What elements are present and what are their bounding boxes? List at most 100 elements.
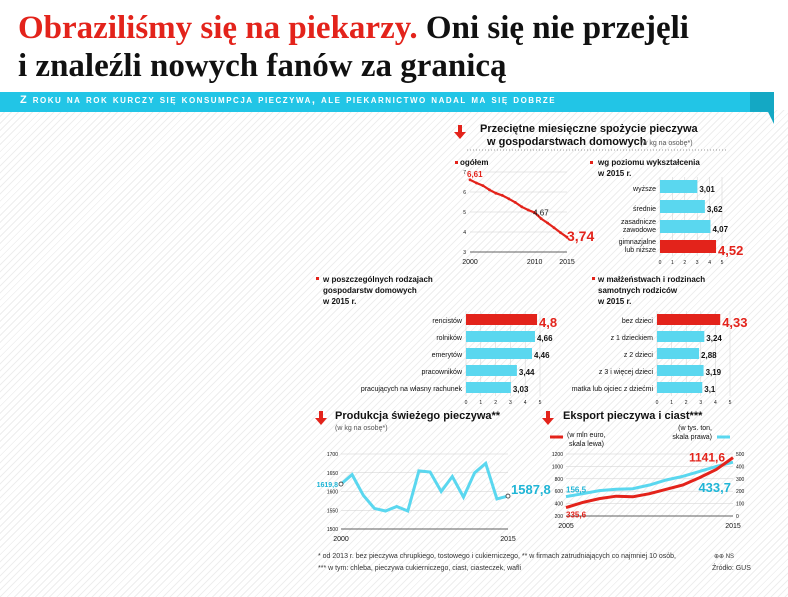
produkcja-xtick: 2015	[500, 536, 516, 543]
gospodarstwa-value: 4,46	[534, 351, 550, 360]
malzenstwa-tick: 2	[685, 400, 688, 406]
ogolem-point	[533, 211, 537, 215]
wyksztalcenie-tick: 0	[659, 260, 662, 266]
source: Źródło: GUS	[712, 565, 751, 572]
wyksztalcenie-tick: 3	[696, 260, 699, 266]
ogolem-point	[539, 217, 543, 221]
ogolem-ytick: 6	[463, 190, 466, 196]
ogolem-ytick: 4	[463, 230, 466, 236]
wyksztalcenie-tick: 1	[671, 260, 674, 266]
wyksztalcenie-category: zasadnicze	[621, 219, 656, 226]
gospodarstwa-tick: 1	[479, 400, 482, 406]
legend-label-cyan: skala prawa)	[672, 434, 712, 441]
legend-label-cyan: (w tys. ton,	[678, 425, 712, 432]
gospodarstwa-category: rolników	[436, 335, 463, 342]
produkcja-ytick: 1500	[327, 527, 338, 533]
ogolem-xtick: 2000	[462, 259, 478, 266]
malzenstwa-title: w małżeństwach i rodzinach	[597, 275, 705, 284]
eksport-red-end-label: 1141,6	[689, 451, 725, 465]
malzenstwa-category: bez dzieci	[622, 318, 654, 325]
section-unit: (w kg na osobę*)	[640, 140, 693, 147]
section-title-2: w gospodarstwach domowych	[486, 136, 647, 148]
gospodarstwa-category: pracowników	[422, 369, 463, 376]
eksport-right-tick: 300	[736, 477, 745, 483]
malzenstwa-title: samotnych rodziców	[598, 286, 678, 295]
wyksztalcenie-tick: 2	[683, 260, 686, 266]
eksport-left-tick: 200	[555, 514, 564, 520]
eksport-cyan-start-label: 156,5	[566, 486, 587, 495]
ogolem-point	[475, 181, 478, 185]
produkcja-ytick: 1700	[327, 452, 338, 458]
ogolem-xtick: 2015	[559, 259, 575, 266]
wyksztalcenie-bar	[660, 180, 698, 193]
malzenstwa-value: 3,19	[706, 368, 722, 377]
malzenstwa-category: z 1 dzieckiem	[611, 335, 654, 342]
malzenstwa-tick: 1	[670, 400, 673, 406]
wyksztalcenie-value: 3,62	[707, 205, 723, 214]
eksport-title: Eksport pieczywa i ciast***	[563, 410, 703, 422]
malzenstwa-category: matka lub ojciec z dziećmi	[572, 386, 654, 393]
ogolem-point	[507, 197, 511, 201]
footnote-1: * od 2013 r. bez pieczywa chrupkiego, to…	[318, 553, 676, 560]
malzenstwa-value: 3,24	[706, 334, 722, 343]
produkcja-title: Produkcja świeżego pieczywa**	[335, 410, 501, 422]
eksport-right-tick: 200	[736, 489, 745, 495]
footnote-2: *** w tym: chleba, pieczywa cukierniczeg…	[318, 565, 522, 572]
malzenstwa-value: 2,88	[701, 351, 717, 360]
wyksztalcenie-tick: 4	[708, 260, 711, 266]
gospodarstwa-bar	[466, 331, 535, 342]
eksport-left-tick: 1200	[552, 452, 563, 458]
malzenstwa-tick: 0	[656, 400, 659, 406]
malzenstwa-bar	[657, 382, 703, 393]
section-title-1: Przeciętne miesięczne spożycie pieczywa	[480, 123, 699, 135]
ogolem-title: ogółem	[460, 158, 488, 167]
produkcja-ytick: 1600	[327, 490, 338, 496]
malzenstwa-value: 3,1	[704, 385, 716, 394]
wyksztalcenie-category: zawodowe	[623, 227, 656, 234]
gospodarstwa-category: rencistów	[432, 318, 463, 325]
gospodarstwa-tick: 2	[494, 400, 497, 406]
malzenstwa-value: 4,33	[722, 315, 747, 330]
produkcja-start-point	[338, 481, 344, 487]
section-arrow-icon	[454, 125, 466, 139]
eksport-left-tick: 400	[555, 502, 564, 508]
malzenstwa-tick: 4	[714, 400, 717, 406]
ogolem-point	[526, 208, 530, 212]
gospodarstwa-value: 3,44	[519, 368, 535, 377]
ogolem-point	[494, 191, 498, 195]
eksport-arrow-icon	[542, 411, 554, 425]
headline-red: Obraziliśmy się na piekarzy.	[18, 10, 418, 46]
gospodarstwa-category: emerytów	[432, 352, 463, 359]
ogolem-point	[488, 188, 491, 192]
malzenstwa-bar	[657, 348, 700, 359]
wyksztalcenie-bullet	[590, 161, 593, 164]
ogolem-ytick: 5	[463, 210, 466, 216]
ogolem-point	[513, 201, 517, 204]
malzenstwa-bullet	[592, 277, 595, 280]
gospodarstwa-bullet	[316, 277, 319, 280]
gospodarstwa-category: pracujących na własny rachunek	[361, 386, 463, 393]
eksport-right-tick: 500	[736, 452, 745, 458]
gospodarstwa-tick: 4	[524, 400, 527, 406]
wyksztalcenie-title: w 2015 r.	[597, 169, 631, 178]
eksport-left-tick: 800	[555, 477, 564, 483]
ogolem-point	[546, 221, 549, 225]
gospodarstwa-title: gospodarstw domowych	[323, 286, 417, 295]
malzenstwa-category: z 2 dzieci	[624, 352, 654, 359]
ogolem-label-start: 6,61	[467, 170, 483, 179]
produkcja-ytick: 1650	[327, 471, 338, 477]
produkcja-label-end: 1587,8	[511, 482, 551, 497]
ogolem-point	[559, 231, 562, 235]
eksport-red-start-label: 335,6	[566, 511, 587, 520]
ogolem-label-end: 3,74	[567, 228, 594, 244]
ogolem-point	[565, 235, 569, 239]
wyksztalcenie-value: 4,07	[712, 225, 728, 234]
gospodarstwa-title: w poszczególnych rodzajach	[322, 275, 433, 284]
headline-black-1: Oni się nie przejęli	[425, 10, 689, 46]
ogolem-label-mid: 4,67	[533, 209, 549, 218]
credit-logo: ⊕⊕ NS	[714, 554, 735, 560]
gospodarstwa-bar	[466, 382, 511, 393]
gospodarstwa-title: w 2015 r.	[322, 297, 356, 306]
gospodarstwa-bar	[466, 365, 517, 376]
